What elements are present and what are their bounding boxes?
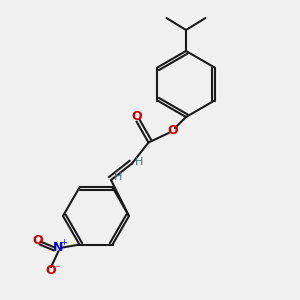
- Text: O: O: [32, 234, 43, 247]
- Text: N: N: [53, 241, 64, 254]
- Text: ⁻: ⁻: [55, 265, 61, 275]
- Text: +: +: [61, 238, 67, 247]
- Text: H: H: [114, 172, 123, 182]
- Text: O: O: [46, 264, 56, 277]
- Text: O: O: [167, 124, 178, 137]
- Text: O: O: [131, 110, 142, 124]
- Text: H: H: [135, 157, 144, 167]
